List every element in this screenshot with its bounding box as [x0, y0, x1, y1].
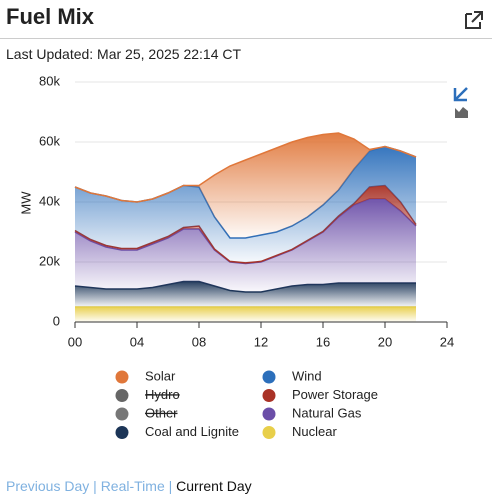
legend-label[interactable]: Hydro: [145, 387, 180, 402]
area: [75, 185, 416, 264]
legend-marker: [115, 407, 129, 421]
external-link-icon[interactable]: [462, 8, 486, 32]
icon-arrow: [471, 11, 483, 23]
nav-link[interactable]: Real-Time: [100, 478, 165, 494]
legend-marker: [262, 407, 276, 421]
y-tick-label: 20k: [39, 253, 60, 268]
icon-box: [465, 13, 481, 29]
legend-label[interactable]: Natural Gas: [292, 405, 362, 420]
legend-label[interactable]: Solar: [145, 368, 176, 383]
legend-marker: [262, 370, 276, 384]
legend-label[interactable]: Nuclear: [292, 424, 337, 439]
legend-marker: [262, 426, 276, 439]
x-tick-label: 20: [378, 334, 392, 349]
y-tick-label: 60k: [39, 133, 60, 148]
header-rule: [0, 38, 492, 39]
x-tick-label: 04: [130, 334, 144, 349]
x-tick-label: 00: [68, 334, 82, 349]
last-updated: Last Updated: Mar 25, 2025 22:14 CT: [6, 46, 242, 62]
nav-separator: |: [168, 478, 173, 494]
chart: MW 0 20k 40k 60k 80k 00 04 08 12 16 20 24 Solar Hydro…: [18, 73, 468, 439]
area-icon[interactable]: [455, 107, 468, 118]
area: [75, 146, 416, 263]
zoom-icon[interactable]: [453, 87, 468, 102]
y-tick-label: 0: [53, 313, 60, 328]
x-tick-label: 16: [316, 334, 330, 349]
y-axis-label: MW: [18, 191, 33, 215]
x-tick-label: 08: [192, 334, 206, 349]
area: [75, 133, 416, 238]
legend-marker: [115, 426, 129, 439]
area: [75, 281, 416, 307]
x-tick-label: 24: [440, 334, 454, 349]
legend-label[interactable]: Other: [145, 405, 178, 420]
legend-marker: [262, 389, 276, 402]
nav: Previous Day | Real-Time | Current Day: [6, 478, 252, 494]
page-title: Fuel Mix: [6, 4, 95, 29]
area-edge: [74, 132, 417, 203]
x-tick-label: 12: [254, 334, 268, 349]
y-tick-label: 40k: [39, 193, 60, 208]
nav-current: Current Day: [176, 478, 252, 494]
nav-link[interactable]: Previous Day: [6, 478, 90, 494]
nav-separator: |: [93, 478, 97, 494]
legend-marker: [115, 370, 129, 384]
chart-icons: [453, 87, 468, 118]
legend-label[interactable]: Wind: [292, 368, 322, 383]
legend-label[interactable]: Coal and Lignite: [145, 424, 239, 439]
legend-marker: [115, 389, 129, 402]
y-tick-label: 80k: [39, 73, 60, 88]
legend-label[interactable]: Power Storage: [292, 387, 378, 402]
area: [75, 199, 416, 292]
area: [75, 307, 416, 322]
